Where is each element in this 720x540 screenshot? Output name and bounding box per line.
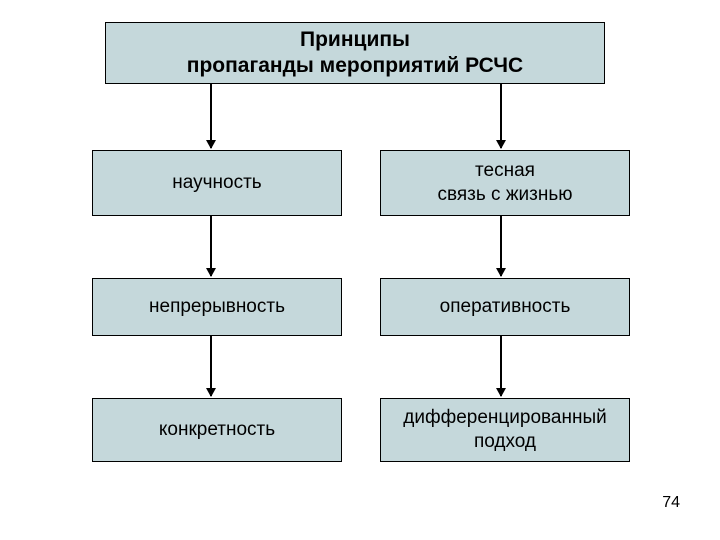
node-right-1: оперативность	[380, 278, 630, 336]
node-left-1: непрерывность	[92, 278, 342, 336]
arrow-left-0-1	[210, 216, 212, 276]
page-number: 74	[662, 494, 680, 512]
node-left-2: конкретность	[92, 398, 342, 462]
arrow-title-left	[210, 84, 212, 148]
arrow-left-1-2	[210, 336, 212, 396]
arrow-title-right	[500, 84, 502, 148]
title-box: Принципыпропаганды мероприятий РСЧС	[105, 22, 605, 84]
node-left-0: научность	[92, 150, 342, 216]
node-right-2: дифференцированныйподход	[380, 398, 630, 462]
node-right-0: теснаясвязь с жизнью	[380, 150, 630, 216]
arrow-right-1-2	[500, 336, 502, 396]
arrow-right-0-1	[500, 216, 502, 276]
